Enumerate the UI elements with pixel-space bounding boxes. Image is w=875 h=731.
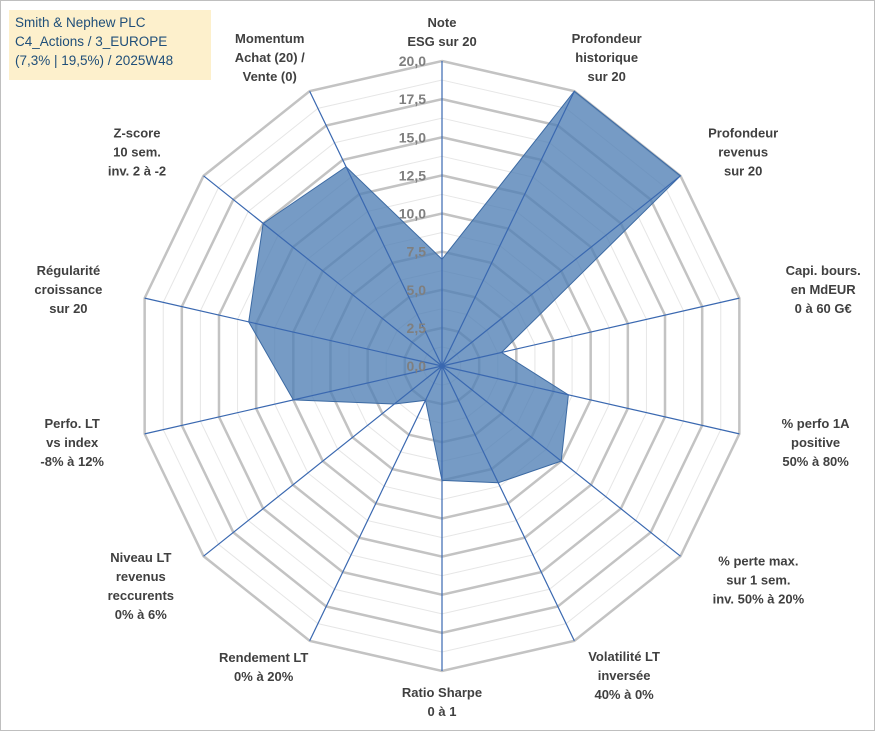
axis-spoke <box>309 365 443 642</box>
axis-label-line: Achat (20) / <box>235 50 305 65</box>
axis-label-line: vs index <box>46 435 99 450</box>
axis-label-line: reccurents <box>108 588 174 603</box>
axis-label-line: 0 à 60 G€ <box>795 301 852 316</box>
axis-label: Momentum Achat (20) / Vente (0) <box>235 31 305 84</box>
axis-label-line: croissance <box>34 282 102 297</box>
axis-label: Profondeur revenus sur 20 <box>708 125 778 178</box>
axis-label: Z-score 10 sem. inv. 2 à -2 <box>108 125 166 178</box>
tick-label: 17,5 <box>399 91 426 107</box>
axis-label-line: -8% à 12% <box>40 454 104 469</box>
axis-label: Niveau LT revenus reccurents 0% à 6% <box>108 550 174 622</box>
axis-spoke <box>203 175 443 367</box>
axis-spoke <box>441 365 740 435</box>
axis-label-line: Perfo. LT <box>45 416 100 431</box>
axis-label: % perfo 1A positive 50% à 80% <box>782 416 851 469</box>
axis-label-line: positive <box>791 435 840 450</box>
axis-label: Capi. bours. en MdEUR 0 à 60 G€ <box>786 263 861 316</box>
axis-label-line: Régularité <box>37 263 101 278</box>
axis-label-line: Niveau LT <box>110 550 171 565</box>
axis-spoke <box>441 175 681 367</box>
axis-label-line: 0% à 20% <box>234 669 294 684</box>
tick-label: 10,0 <box>399 206 426 222</box>
axis-label: Perfo. LT vs index -8% à 12% <box>40 416 104 469</box>
axis-label-line: Z-score <box>114 125 161 140</box>
axis-label-line: sur 20 <box>724 163 762 178</box>
series-area <box>248 90 682 484</box>
axis-spoke <box>441 297 740 367</box>
axis-spoke <box>309 90 443 367</box>
axis-label-line: sur 20 <box>49 301 87 316</box>
axis-label-line: inv. 2 à -2 <box>108 163 166 178</box>
axis-label-line: revenus <box>718 144 768 159</box>
tick-label: 5,0 <box>407 282 427 298</box>
tick-label: 7,5 <box>407 244 427 260</box>
axis-spoke <box>441 90 575 367</box>
chart-title-box: Smith & Nephew PLC C4_Actions / 3_EUROPE… <box>9 10 211 80</box>
axis-label-line: Rendement LT <box>219 650 308 665</box>
axis-label-line: inversée <box>598 668 651 683</box>
portfolio-category: C4_Actions / 3_EUROPE <box>15 34 168 49</box>
axis-label-line: 50% à 80% <box>782 454 849 469</box>
axis-label-line: % perte max. <box>718 554 798 569</box>
axis-label: Profondeur historique sur 20 <box>572 31 642 84</box>
axis-label-line: 10 sem. <box>113 144 161 159</box>
axis-label-line: historique <box>575 50 638 65</box>
axis-label-line: Vente (0) <box>243 69 297 84</box>
axis-label: Note ESG sur 20 <box>407 15 476 49</box>
tick-label: 20,0 <box>399 53 426 69</box>
axis-label-line: Note <box>428 15 457 30</box>
axis-label-line: en MdEUR <box>791 282 857 297</box>
axis-label: % perte max. sur 1 sem. inv. 50% à 20% <box>713 554 805 607</box>
axis-label: Ratio Sharpe 0 à 1 <box>402 685 482 719</box>
stats-and-week: (7,3% | 19,5%) / 2025W48 <box>15 53 174 68</box>
axis-label: Volatilité LT inversée 40% à 0% <box>588 649 660 702</box>
axis-label-line: Momentum <box>235 31 304 46</box>
axis-spoke <box>441 365 681 557</box>
axis-label-line: 40% à 0% <box>594 687 654 702</box>
axis-label-line: ESG sur 20 <box>407 34 476 49</box>
tick-label: 2,5 <box>407 320 427 336</box>
axis-label-line: Capi. bours. <box>786 263 861 278</box>
axis-label-line: revenus <box>116 569 166 584</box>
axis-label-line: sur 1 sem. <box>726 573 790 588</box>
axis-label-line: 0% à 6% <box>115 607 167 622</box>
axis-label-line: sur 20 <box>588 69 626 84</box>
axis-label-line: Profondeur <box>572 31 642 46</box>
axis-label-line: Profondeur <box>708 125 778 140</box>
axis-label-line: inv. 50% à 20% <box>713 592 805 607</box>
tick-label: 0,0 <box>407 358 427 374</box>
tick-label: 15,0 <box>399 129 426 145</box>
axis-label-line: Ratio Sharpe <box>402 685 482 700</box>
company-name: Smith & Nephew PLC <box>15 15 146 30</box>
axis-spoke <box>144 365 443 435</box>
axis-spoke <box>441 365 575 642</box>
axis-label-line: % perfo 1A <box>782 416 851 431</box>
tick-label: 12,5 <box>399 167 426 183</box>
axis-label: Rendement LT 0% à 20% <box>219 650 308 684</box>
axis-spoke <box>144 297 443 367</box>
axis-label: Régularité croissance sur 20 <box>34 263 102 316</box>
axis-spoke <box>203 365 443 557</box>
axis-label-line: Volatilité LT <box>588 649 660 664</box>
axis-label-line: 0 à 1 <box>428 704 457 719</box>
